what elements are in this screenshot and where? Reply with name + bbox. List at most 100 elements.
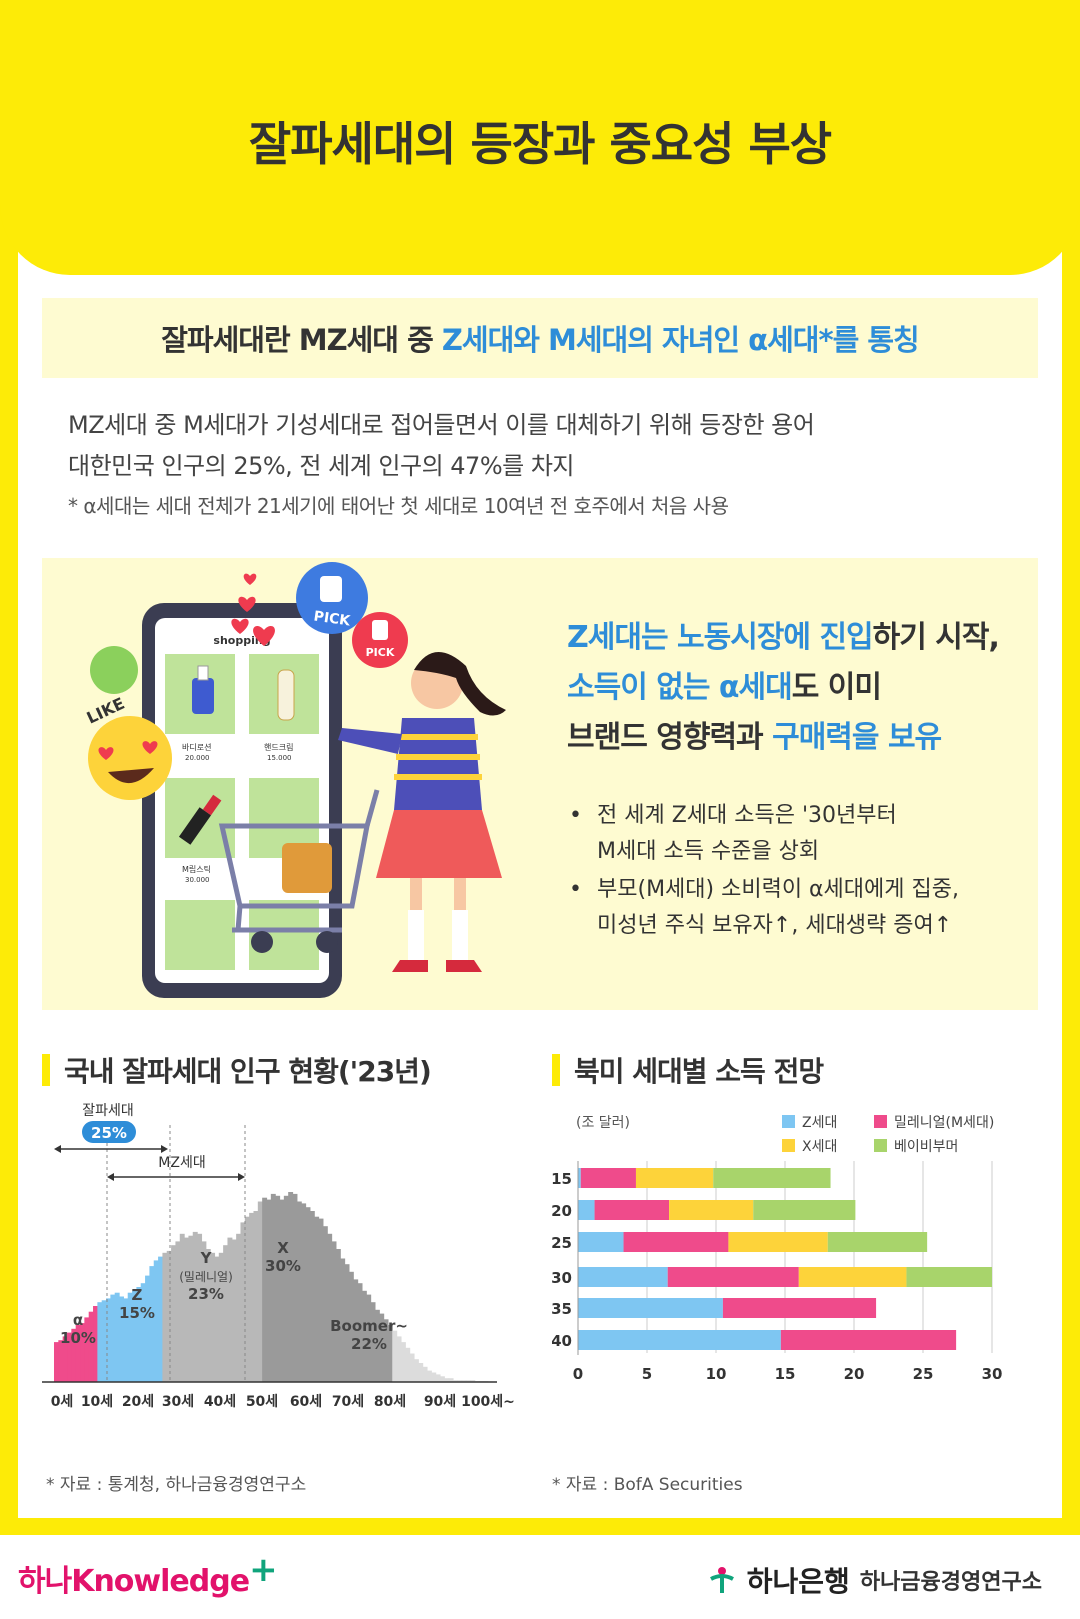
population-bar [348,1271,354,1382]
headline-2-rest: 도 이미 [791,670,882,705]
population-bar [236,1233,242,1382]
population-bar [106,1298,111,1382]
section-title-population: 국내 잘파세대 인구 현황('23년) [42,1050,432,1090]
pick-label-1: PICK [313,609,353,630]
population-bar [257,1201,263,1382]
heart-icon-3 [231,618,249,634]
bank-name: 하나은행 [746,1565,850,1598]
population-bar [413,1359,419,1382]
x-tick-label: 0 [573,1365,583,1383]
hana-knowledge-logo: 하나Knowledge+ [18,1550,278,1600]
feature-bullets: 전 세계 Z세대 소득은 '30년부터 M세대 소득 수준을 상회 부모(M세대… [567,798,959,946]
population-bar [405,1347,411,1382]
woman-hair [414,651,506,716]
population-bar [366,1294,372,1382]
bar-segment [578,1200,595,1220]
heart-eyes-emoji-icon [88,716,172,800]
bar-segment [780,1330,957,1350]
bar-segment [594,1200,670,1220]
legend-swatch [874,1115,887,1128]
population-bar [322,1226,328,1382]
bar-segment [728,1232,828,1252]
x-tick-label: 90세 [424,1394,456,1410]
group-share: 30% [265,1257,301,1275]
population-bar [457,1380,463,1382]
x-tick-label: 20 [844,1365,865,1383]
thumbs-up-icon-1 [320,576,342,602]
bullet-item: 전 세계 Z세대 소득은 '30년부터 M세대 소득 수준을 상회 [567,798,959,870]
zalpha-badge [82,1121,136,1143]
income-chart: (조 달러)Z세대밀레니얼(M세대)X세대베이비부머05101520253020… [530,1115,1044,1435]
logo-text: 하나Knowledge [18,1564,250,1599]
population-bar [262,1197,268,1382]
product-3-price: 30.000 [185,876,210,884]
population-bar [288,1192,294,1382]
category-label: 2030 [552,1269,572,1287]
population-bar [175,1241,181,1382]
population-bar [166,1250,172,1382]
population-bar [296,1201,302,1382]
population-bar [149,1266,155,1382]
bullet-2-line-2: 미성년 주식 보유자↑, 세대생략 증여↑ [597,913,953,938]
population-bar [201,1241,207,1382]
x-tick-label: 70세 [332,1394,364,1410]
population-bar [75,1325,81,1382]
population-bar [223,1245,229,1382]
headline-3-highlight: 구매력을 보유 [772,720,942,755]
bar-segment [906,1267,992,1287]
feature-box: shopping 바디로션 20.000 핸드크림 15.000 M립스틱 30… [42,558,1038,1010]
population-bar [418,1363,424,1382]
income-chart-svg: (조 달러)Z세대밀레니얼(M세대)X세대베이비부머05101520253020… [530,1115,1002,1383]
population-bar [210,1252,216,1382]
population-bar [279,1199,285,1382]
feature-headline: Z세대는 노동시장에 진입하기 시작, 소득이 없는 α세대도 이미 브랜드 영… [567,613,1000,763]
population-bar [318,1218,324,1382]
handcream-tube-icon [277,669,295,721]
section-title-income: 북미 세대별 소득 전망 [552,1050,824,1090]
group-label: Z [132,1286,143,1304]
product-2-name: 핸드크림 [264,742,293,752]
group-share: 22% [351,1335,387,1353]
zalpha-label: 잘파세대 [82,1103,134,1119]
population-bar [444,1378,450,1382]
group-label: X [277,1239,289,1257]
product-tile-5 [165,900,235,970]
definition-box: 잘파세대란 MZ세대 중 Z세대와 M세대의 자녀인 α세대*를 통칭 [42,298,1038,378]
population-bar [80,1323,85,1382]
population-bar [240,1222,246,1382]
population-bar [62,1336,68,1382]
emoji-mouth [108,768,154,784]
bar-segment [669,1200,754,1220]
headline-3-prefix: 브랜드 영향력과 [567,720,773,755]
population-bar [184,1237,190,1382]
population-bar [379,1313,385,1382]
institute-name: 하나금융경영연구소 [859,1570,1042,1595]
population-bar [448,1378,454,1382]
x-tick-label: 60세 [290,1394,322,1410]
bar-segment [713,1168,831,1188]
bar-segment [578,1298,723,1318]
lipstick-tip-icon [202,794,222,816]
population-bar [244,1216,250,1382]
population-bar [119,1296,124,1382]
cart-basket [218,823,371,909]
x-tick-label: 80세 [374,1394,406,1410]
population-bar [58,1340,64,1382]
x-tick-label: 100세~ [461,1394,515,1410]
population-bar [331,1241,337,1382]
logo-plus-icon: + [249,1550,277,1590]
population-bar [127,1292,133,1382]
bar-segment [827,1232,928,1252]
population-bar [370,1302,376,1382]
description-line-2: 대한민국 인구의 25%, 전 세계 인구의 47%를 차지 [68,452,575,480]
page-title: 잘파세대의 등장과 중요성 부상 [248,117,832,171]
population-bar [71,1328,77,1382]
woman-shoe-right [446,960,482,972]
x-tick-label: 10 [706,1365,727,1383]
population-bar [140,1283,146,1382]
mz-label: MZ세대 [158,1155,205,1171]
population-bar [426,1370,432,1382]
legend-label: 베이비부머 [894,1139,958,1155]
population-bar [283,1195,289,1382]
